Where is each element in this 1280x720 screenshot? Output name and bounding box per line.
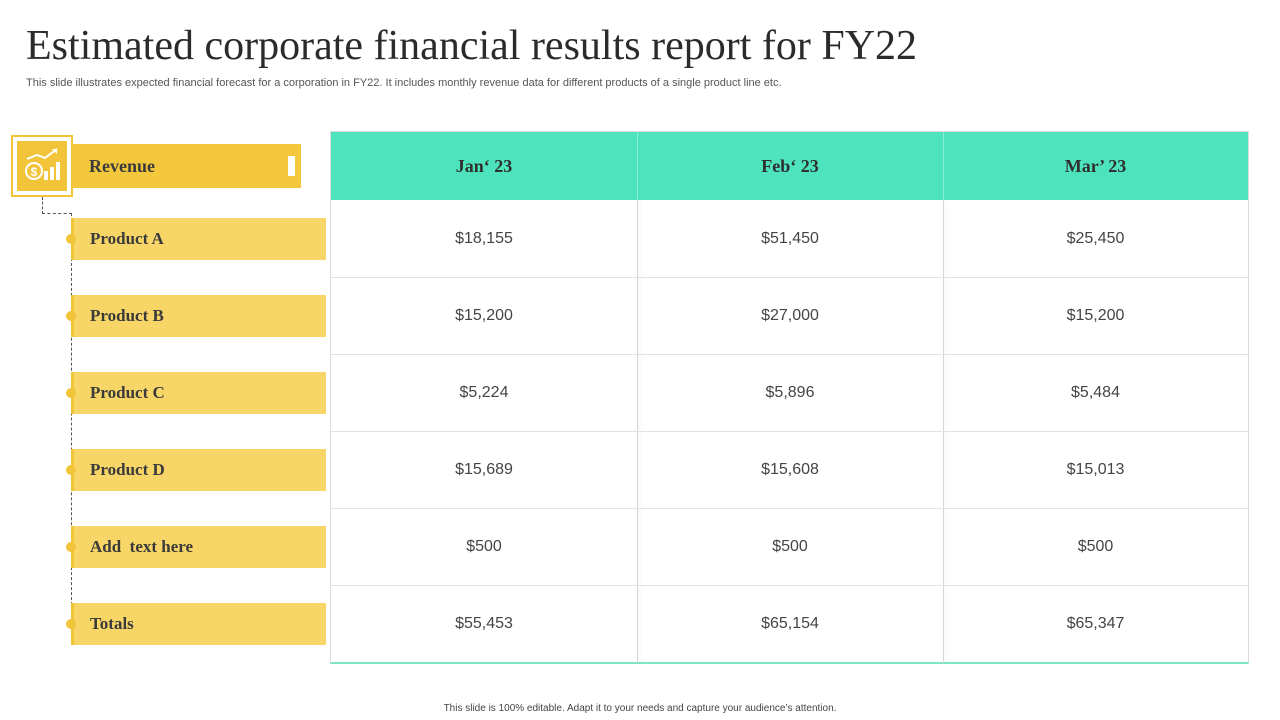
revenue-growth-icon: $ <box>17 141 67 191</box>
table-cell: $15,200 <box>1066 307 1125 324</box>
bullet-dot <box>66 619 76 629</box>
table-cell: $5,896 <box>765 384 815 401</box>
revenue-header-bar: Revenue <box>73 144 301 188</box>
header-separator <box>943 132 944 200</box>
table-cell: $15,689 <box>455 461 513 478</box>
row-label-text: Totals <box>90 614 134 633</box>
table-cell: $51,450 <box>761 230 819 247</box>
column-header-mar: Mar’ 23 <box>1064 156 1127 176</box>
table-cell: $500 <box>772 538 808 555</box>
column-header-jan: Jan‘ 23 <box>455 156 513 176</box>
row-label-totals: Totals <box>66 603 326 645</box>
table-cell: $65,347 <box>1066 615 1125 632</box>
table-cell: $15,200 <box>455 307 513 324</box>
svg-text:$: $ <box>31 165 38 179</box>
page-title: Estimated corporate financial results re… <box>26 23 918 69</box>
table-header: Jan‘ 23 Feb‘ 23 Mar’ 23 <box>331 132 1248 200</box>
row-label-text: Product B <box>90 306 164 325</box>
bullet-dot <box>66 465 76 475</box>
row-label-text: Product D <box>90 460 165 479</box>
page-subtitle: This slide illustrates expected financia… <box>26 77 782 89</box>
row-label-product-d: Product D <box>66 449 326 491</box>
connector-line <box>71 213 73 645</box>
table-cell: $15,013 <box>1066 461 1125 478</box>
row-label-text: Add text here <box>90 537 194 556</box>
revenue-header-label: Revenue <box>89 156 155 176</box>
table-cell: $55,453 <box>455 615 513 632</box>
row-label-product-a: Product A <box>66 218 326 260</box>
row-label-text: Product A <box>90 229 164 248</box>
bullet-dot <box>66 311 76 321</box>
row-divider <box>331 585 1248 586</box>
row-label-product-b: Product B <box>66 295 326 337</box>
row-divider <box>331 431 1248 432</box>
bullet-dot <box>66 234 76 244</box>
header-separator <box>637 132 638 200</box>
bullet-dot <box>66 542 76 552</box>
header-notch <box>288 156 295 176</box>
table-cell: $25,450 <box>1066 230 1125 247</box>
table-cell: $5,224 <box>459 384 509 401</box>
table-cell: $27,000 <box>761 307 819 324</box>
bullet-dot <box>66 388 76 398</box>
row-label-add-text: Add text here <box>66 526 326 568</box>
table-cell: $18,155 <box>455 230 513 247</box>
footer-note: This slide is 100% editable. Adapt it to… <box>443 703 837 714</box>
row-divider <box>331 277 1248 278</box>
row-divider <box>331 508 1248 509</box>
table-cell: $5,484 <box>1071 384 1120 401</box>
table-cell: $500 <box>1077 538 1114 555</box>
row-label-text: Product C <box>90 383 165 402</box>
table-cell: $65,154 <box>761 615 819 632</box>
row-divider <box>331 354 1248 355</box>
column-header-feb: Feb‘ 23 <box>761 156 819 176</box>
table-cell: $15,608 <box>761 461 819 478</box>
connector-line <box>42 197 44 214</box>
revenue-table: Jan‘ 23 Feb‘ 23 Mar’ 23 $18,155 $51,450 … <box>330 131 1249 664</box>
row-label-product-c: Product C <box>66 372 326 414</box>
revenue-icon-frame: $ <box>11 135 73 197</box>
connector-line <box>42 213 72 215</box>
table-cell: $500 <box>466 538 502 555</box>
